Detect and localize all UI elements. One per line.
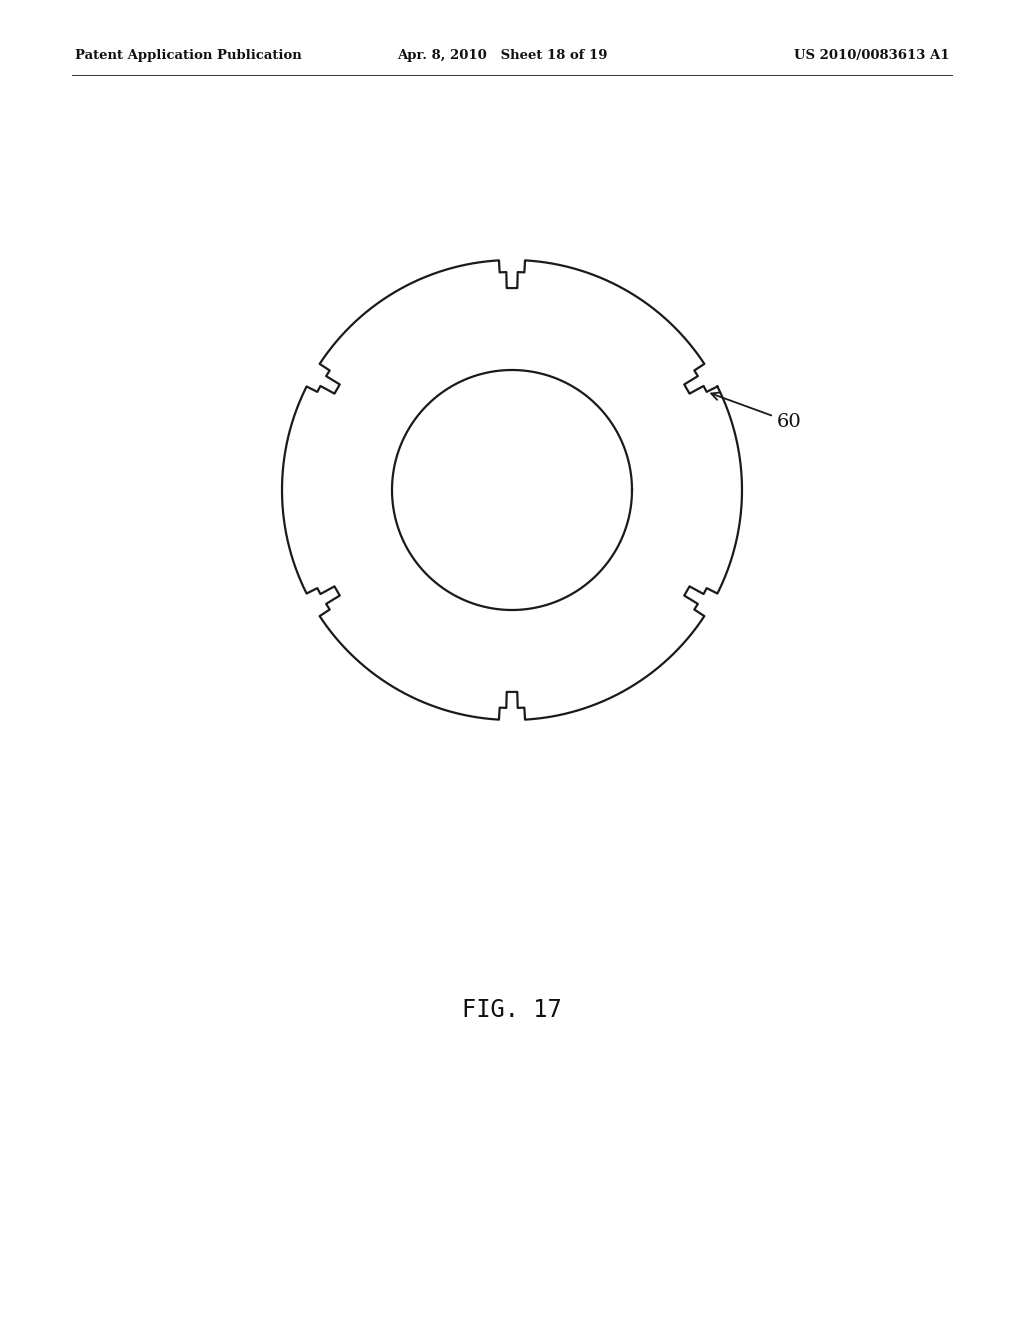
Text: FIG. 17: FIG. 17 bbox=[462, 998, 562, 1022]
Text: US 2010/0083613 A1: US 2010/0083613 A1 bbox=[794, 49, 949, 62]
Text: Apr. 8, 2010   Sheet 18 of 19: Apr. 8, 2010 Sheet 18 of 19 bbox=[396, 49, 607, 62]
Text: Patent Application Publication: Patent Application Publication bbox=[75, 49, 302, 62]
Text: 60: 60 bbox=[712, 392, 802, 430]
